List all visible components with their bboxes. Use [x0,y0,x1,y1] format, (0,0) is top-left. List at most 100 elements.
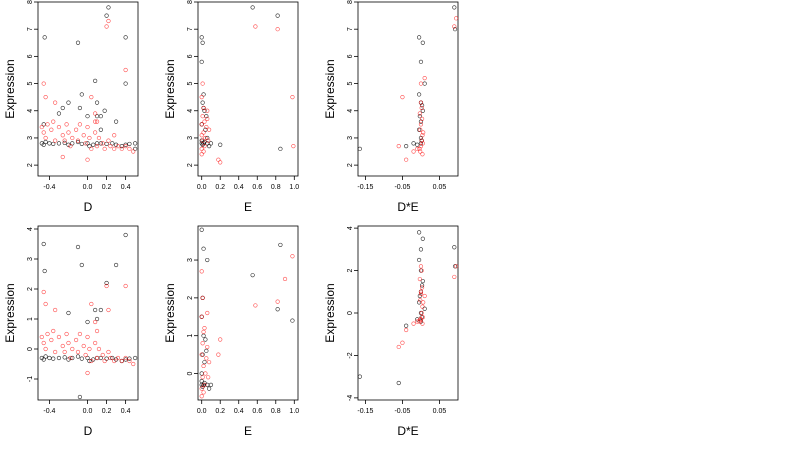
data-point-black [56,111,62,116]
data-point-red [106,138,111,143]
data-point-black [205,135,210,141]
data-point-black [113,119,119,124]
y-tick-label: 8 [347,0,354,4]
data-point-red [131,361,136,367]
data-point-red [85,124,90,130]
data-point-red [93,130,98,135]
data-point-red [418,289,424,294]
data-point-red [418,298,423,303]
x-axis-title: D*E [397,424,418,438]
data-point-red [404,157,409,162]
data-point-red [108,355,113,361]
y-axis-title: Expression [163,283,177,342]
plot-frame [197,225,299,401]
data-point-red [199,269,204,274]
data-point-black [104,13,109,18]
x-tick-label: 0.0 [197,184,207,191]
data-point-red [89,301,94,307]
y-tick-label: 3 [27,257,34,261]
data-point-red [41,289,46,295]
data-point-black [98,114,103,119]
data-point-black [79,262,84,268]
data-point-red [51,119,56,124]
data-point-red [207,360,212,365]
data-point-red [49,337,54,343]
data-point-black [250,273,255,278]
data-point-red [106,307,111,313]
data-point-black [452,245,457,250]
data-point-red [452,24,457,29]
y-axis-title: Expression [163,59,177,118]
data-point-black [202,108,207,113]
data-point-red [411,149,416,154]
data-point-black [417,293,422,299]
data-point-red [123,283,128,289]
data-point-red [205,108,210,113]
data-point-red [419,285,425,290]
data-point-black [417,35,422,40]
data-point-red [53,100,58,105]
data-point-red [102,358,107,364]
x-tick-label: 0.2 [102,184,112,191]
x-tick-label: -0.4 [43,408,55,415]
data-point-red [75,349,81,355]
data-point-red [400,95,405,100]
data-point-red [43,95,48,100]
y-tick-label: 2 [347,163,354,167]
data-point-red [419,138,424,143]
data-point-black [123,142,128,147]
data-point-black [42,268,47,274]
data-point-black [79,356,84,361]
y-tick-label: 3 [27,136,34,140]
y-tick-label: 8 [187,0,194,4]
data-point-red [199,386,204,391]
y-tick-label: 7 [347,27,354,31]
data-point-black [278,146,283,151]
data-point-red [419,105,424,111]
data-point-red [64,122,69,127]
data-point-red [422,293,427,299]
y-tick-label: 0 [347,311,354,315]
data-point-red [93,111,98,116]
data-point-black [87,358,92,364]
y-tick-label: 7 [187,27,194,31]
data-point-red [112,146,117,151]
data-point-black [203,337,208,342]
data-point-red [290,95,295,100]
data-point-black [208,382,214,387]
x-axis-title: E [244,200,252,214]
x-axis-title: D [84,200,93,214]
scatter-panel-1: -0.4 0.0 0.2 0.4 2 3 4 5 6 7 8 D Expression [3,0,139,214]
data-point-red [199,95,204,100]
y-tick-label: 3 [187,136,194,140]
x-tick-label: 0.6 [252,408,262,415]
y-tick-label: 0 [27,347,34,351]
data-point-black [202,380,207,386]
data-point-red [420,152,425,157]
data-point-red [202,326,207,331]
data-point-red [119,358,124,364]
y-tick-label: 6 [347,54,354,58]
data-point-red [411,321,416,326]
data-point-red [418,100,424,105]
y-tick-label: 4 [187,109,194,113]
data-point-black [75,40,81,45]
data-point-red [43,301,48,307]
data-point-red [417,146,422,151]
data-point-red [418,81,424,86]
data-point-red [275,299,280,304]
data-point-red [200,295,205,300]
data-point-red [41,340,46,346]
data-point-red [216,352,221,357]
data-point-red [454,264,459,269]
data-point-red [200,138,205,143]
data-point-black [104,280,109,286]
data-point-red [131,149,136,154]
data-point-red [275,27,280,32]
data-point-black [404,323,409,328]
data-point-black [208,141,214,146]
data-point-black [419,103,425,108]
data-point-red [56,334,62,340]
data-point-red [93,319,98,325]
